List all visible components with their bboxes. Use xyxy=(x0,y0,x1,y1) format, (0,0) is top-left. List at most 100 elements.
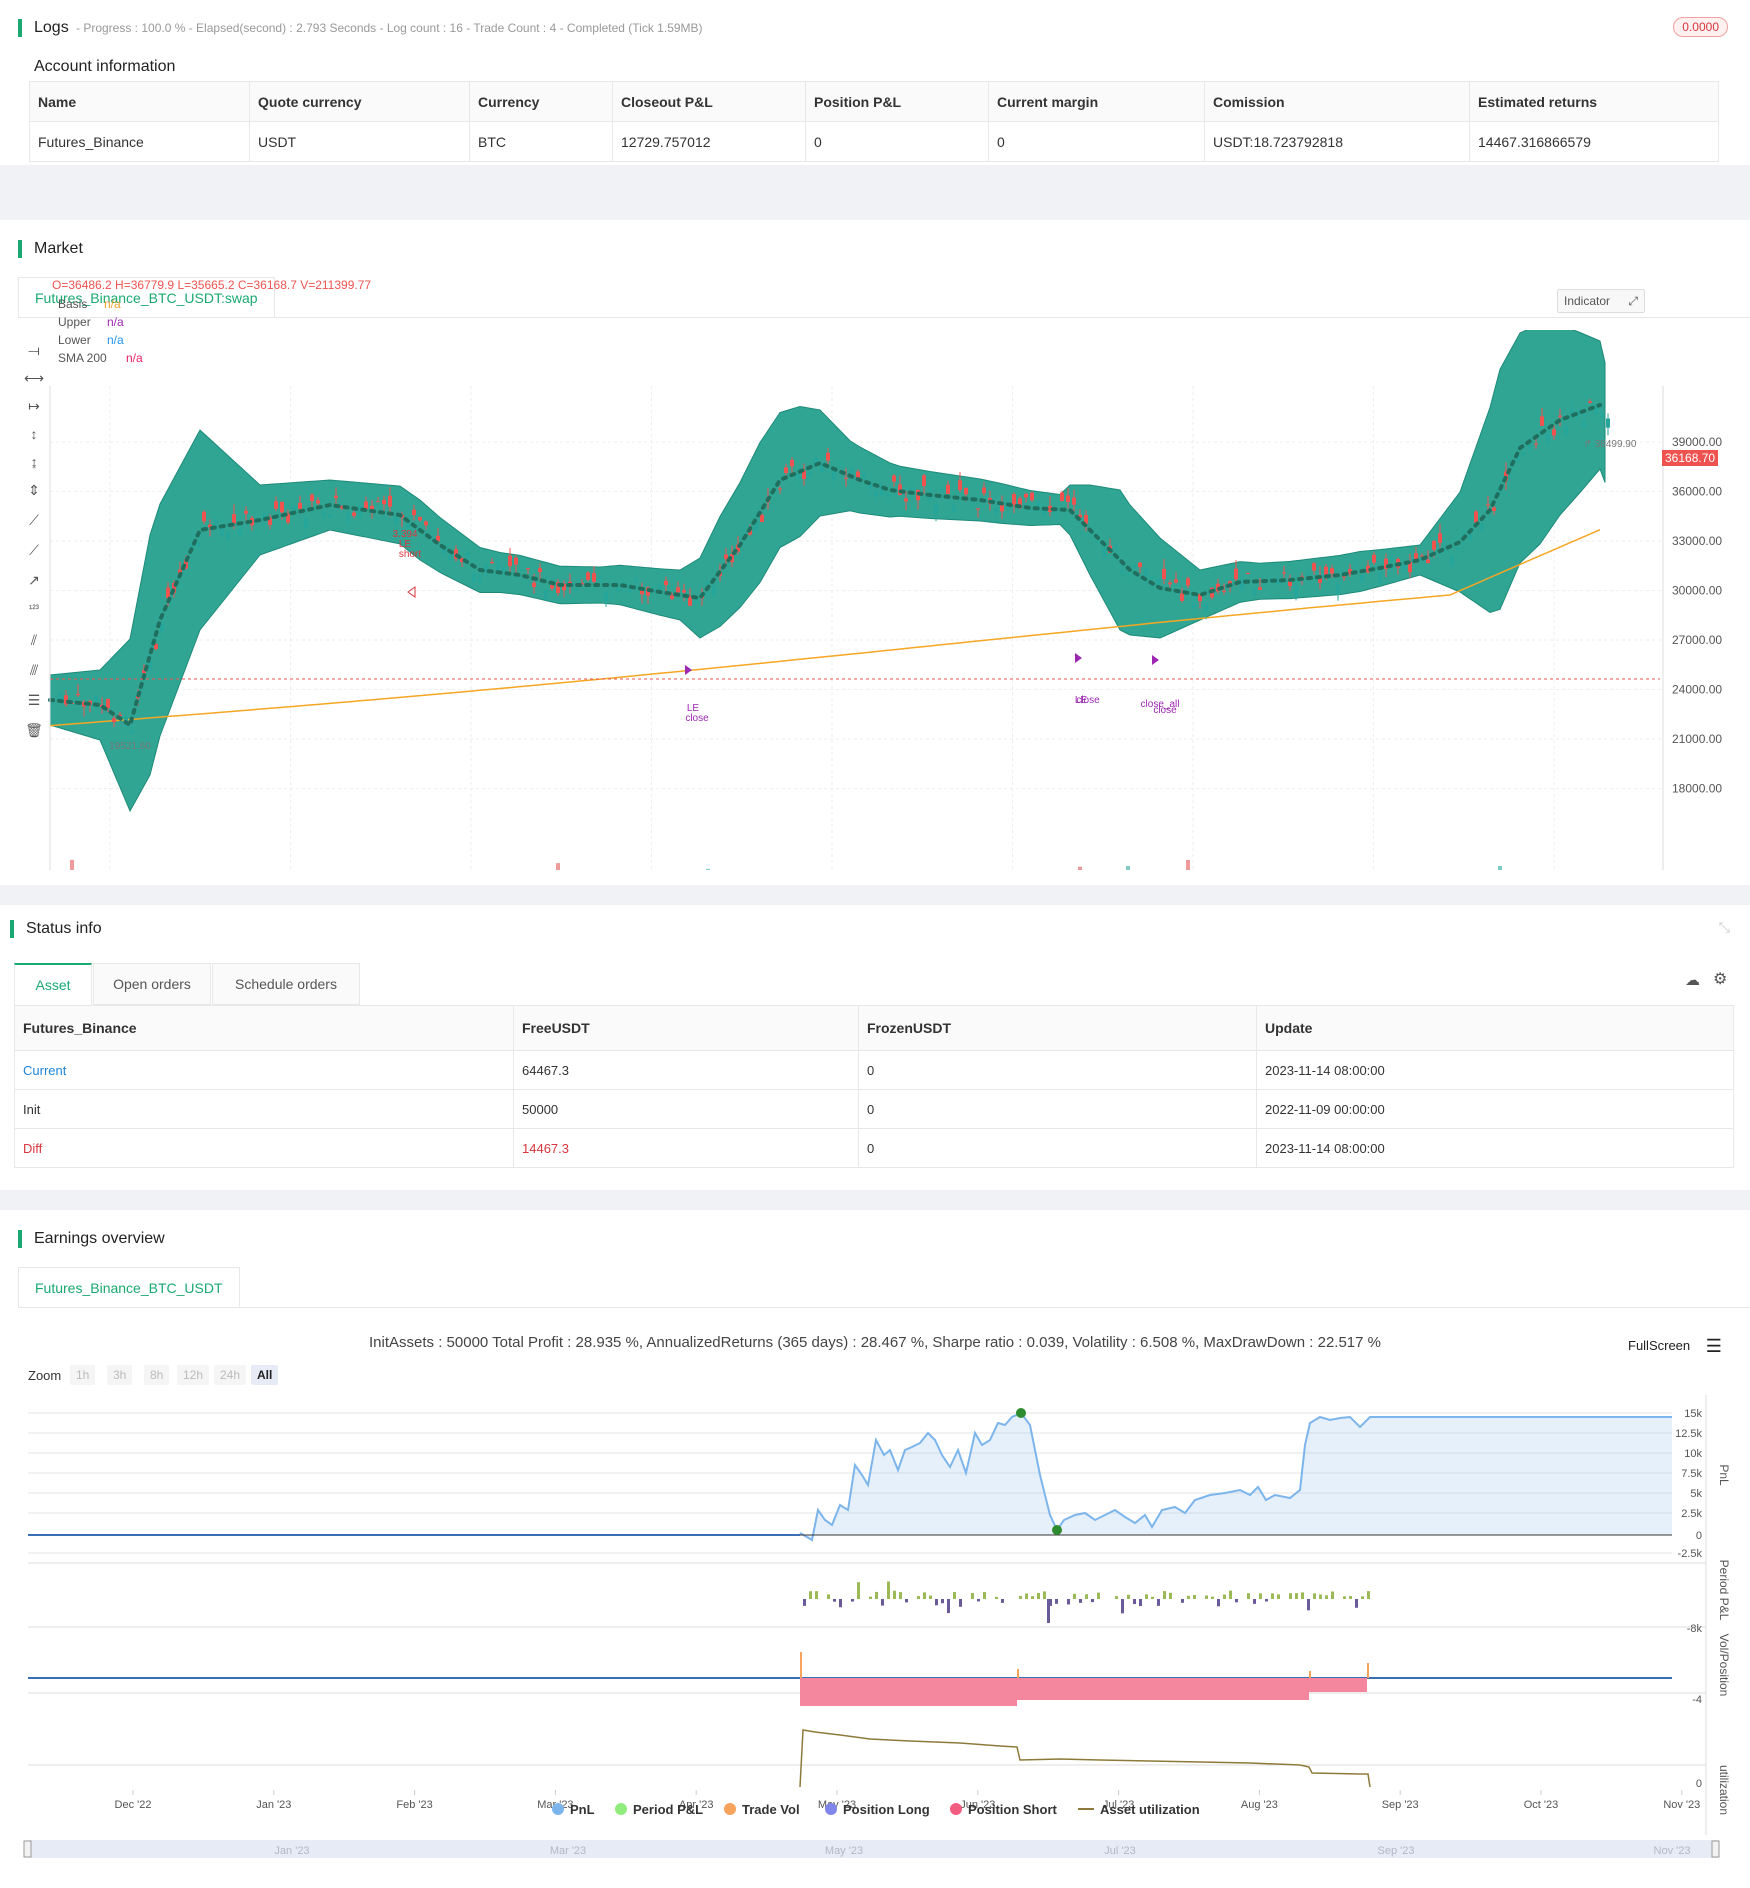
candle-body xyxy=(1342,576,1346,578)
candle-body xyxy=(1492,507,1496,511)
candle-body xyxy=(1252,588,1256,596)
price-label-tool-icon[interactable]: ¹²³ xyxy=(29,604,39,615)
vertical-line-tool-icon[interactable]: ↕ xyxy=(30,426,38,442)
candle-body xyxy=(1036,502,1040,510)
arrow-line-tool-icon[interactable]: ↗ xyxy=(28,572,40,588)
candle-body xyxy=(1102,547,1106,557)
period-pnl-bar xyxy=(809,1591,812,1599)
period-pnl-bar xyxy=(1301,1592,1304,1599)
account-table: Name Quote currency Currency Closeout P&… xyxy=(29,81,1719,162)
candle-body xyxy=(1390,558,1394,562)
legend-sma-name: SMA 200 xyxy=(58,351,107,365)
candle-body xyxy=(1354,564,1358,567)
asset-header: FrozenUSDT xyxy=(858,1005,1257,1051)
account-header: Currency xyxy=(469,81,613,122)
market-tab[interactable]: Futures_Binance_BTC_USDT:swap xyxy=(18,277,275,317)
trend-line-tool-icon[interactable]: ⟋ xyxy=(29,512,39,528)
account-cell: USDT:18.723792818 xyxy=(1204,121,1470,162)
status-tab-schedule-orders[interactable]: Schedule orders xyxy=(212,963,360,1005)
zoom-3h-button[interactable]: 3h xyxy=(107,1365,133,1385)
zoom-1h-button[interactable]: 1h xyxy=(70,1365,96,1385)
candle-body xyxy=(334,495,338,499)
candle-body xyxy=(1528,441,1532,449)
candle-body xyxy=(754,521,758,532)
candle-body xyxy=(430,536,434,538)
market-chart[interactable]: 39000.00 36000.00 33000.00 30000.00 27000.00… xyxy=(0,330,1730,870)
candle-body xyxy=(1060,492,1064,502)
candle-body xyxy=(1420,555,1424,557)
candle-body xyxy=(520,569,524,571)
menu-icon[interactable]: ☰ xyxy=(1705,1336,1722,1356)
legend-asset-utilization[interactable]: Asset utilization xyxy=(1078,1802,1200,1817)
candle-body xyxy=(1480,523,1484,531)
earnings-tab-underline xyxy=(18,1307,1750,1308)
candle-body xyxy=(844,477,848,479)
period-pnl-bar xyxy=(857,1582,860,1599)
axis-title: PnL xyxy=(1717,1464,1731,1486)
zoom-12h-button[interactable]: 12h xyxy=(177,1365,210,1385)
candle-body xyxy=(1324,566,1328,575)
trash-icon[interactable]: 🗑 xyxy=(25,722,43,738)
candle-body xyxy=(1336,585,1340,595)
candle-body xyxy=(1066,495,1070,502)
trade-annotation: close xyxy=(1153,705,1177,716)
download-icon[interactable]: ☁ xyxy=(1685,972,1700,989)
indicator-button[interactable]: Indicator ⤢ xyxy=(1557,289,1645,313)
period-pnl-bar xyxy=(1091,1599,1094,1603)
vertical-segment-tool-icon[interactable]: ↨ xyxy=(30,454,38,470)
candle-body xyxy=(1114,544,1118,548)
pnl-min-marker xyxy=(1052,1525,1062,1535)
status-tab-asset[interactable]: Asset xyxy=(14,963,92,1005)
period-pnl-bar xyxy=(1343,1596,1346,1599)
legend-position-short[interactable]: Position Short xyxy=(950,1802,1057,1817)
asset-row-label[interactable]: Current xyxy=(14,1050,514,1090)
navigator-handle-right[interactable] xyxy=(1711,1840,1720,1858)
crosshair-tool-icon[interactable]: ⟞ xyxy=(28,342,40,358)
horizontal-ray-tool-icon[interactable]: ↦ xyxy=(28,398,40,414)
fullscreen-button[interactable]: FullScreen ☰ xyxy=(1628,1336,1722,1357)
period-pnl-bar xyxy=(851,1599,854,1602)
candle-body xyxy=(1564,425,1568,435)
fib-retracement-tool-icon[interactable]: ☰ xyxy=(27,692,41,708)
zoom-24h-button[interactable]: 24h xyxy=(214,1365,247,1385)
expand-icon[interactable]: ⤢ xyxy=(1628,294,1638,308)
candle-body xyxy=(1276,578,1280,584)
trade-annotation: LE xyxy=(1075,695,1088,706)
price-range-tool-icon[interactable]: ⇕ xyxy=(28,482,40,498)
period-pnl-bar xyxy=(1115,1596,1118,1599)
candle-body xyxy=(244,510,248,514)
settings-gear-icon[interactable]: ⚙ xyxy=(1713,971,1728,988)
period-pnl-bar xyxy=(893,1590,896,1599)
parallel-channel-tool-icon[interactable]: ⫽ xyxy=(30,632,38,648)
legend-pnl[interactable]: PnL xyxy=(552,1802,595,1817)
candle-body xyxy=(682,590,686,593)
y-tick-label: 24000.00 xyxy=(1672,683,1722,697)
earnings-tab[interactable]: Futures_Binance_BTC_USDT xyxy=(18,1267,240,1307)
earnings-chart[interactable]: 15k 12.5k 10k 7.5k 5k 2.5k 0 -2.5k PnL Period P&L… xyxy=(0,1395,1750,1865)
period-pnl-bar xyxy=(1361,1596,1364,1599)
fib-tool-icon[interactable]: ⫻ xyxy=(29,662,39,678)
period-pnl-bar xyxy=(1181,1599,1184,1603)
trade-vol-bar xyxy=(1367,1663,1369,1678)
status-tab-open-orders[interactable]: Open orders xyxy=(93,963,211,1005)
pnl-tick-label: 12.5k xyxy=(1675,1428,1702,1440)
status-tab-asset-label: Asset xyxy=(35,977,71,993)
candle-body xyxy=(292,505,296,511)
y-tick-label: 30000.00 xyxy=(1672,584,1722,598)
navigator-handle-left[interactable] xyxy=(23,1840,32,1858)
zoom-all-button[interactable]: All xyxy=(251,1365,279,1385)
navigator-bar[interactable] xyxy=(28,1840,1718,1858)
logs-badge[interactable]: 0.0000 xyxy=(1673,17,1728,37)
legend-period-pnl[interactable]: Period P&L xyxy=(615,1802,703,1817)
ray-line-tool-icon[interactable]: ⟋ xyxy=(29,542,39,558)
candle-body xyxy=(112,718,116,723)
period-pnl-bar xyxy=(1127,1594,1130,1599)
collapse-icon[interactable]: ⤡ xyxy=(1718,919,1730,935)
period-pnl-bar xyxy=(1025,1593,1028,1599)
period-pnl-bar xyxy=(827,1594,830,1599)
legend-trade-vol[interactable]: Trade Vol xyxy=(724,1802,800,1817)
horizontal-line-tool-icon[interactable]: ⟷ xyxy=(24,370,45,386)
zoom-8h-button[interactable]: 8h xyxy=(144,1365,170,1385)
legend-position-long[interactable]: Position Long xyxy=(825,1802,930,1817)
legend-pnl-label: PnL xyxy=(570,1802,595,1817)
